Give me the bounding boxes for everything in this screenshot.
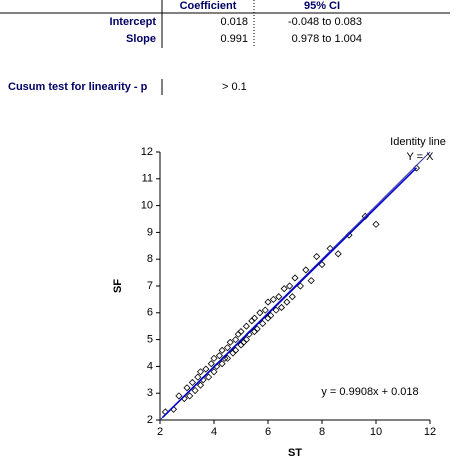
point <box>286 282 294 290</box>
y-tick-label: 12 <box>141 146 153 158</box>
header-cell: Coefficient <box>180 0 237 12</box>
point <box>223 354 232 362</box>
point <box>313 252 321 261</box>
point <box>272 306 280 314</box>
point <box>205 373 213 381</box>
point <box>218 346 226 354</box>
point <box>183 384 191 392</box>
point <box>196 381 205 389</box>
header-cell: 95% CI <box>304 0 340 12</box>
point <box>291 274 299 282</box>
point <box>242 336 250 344</box>
point <box>259 319 267 328</box>
y-tick-label: 4 <box>147 360 153 372</box>
point <box>261 306 269 314</box>
point <box>248 317 256 325</box>
y-tick-label: 5 <box>147 334 153 346</box>
point <box>372 220 380 228</box>
point <box>280 285 288 293</box>
point <box>302 266 310 274</box>
point <box>210 368 218 376</box>
point <box>288 293 296 301</box>
y-tick-label: 8 <box>147 253 153 265</box>
point <box>283 298 291 306</box>
x-tick-label: 10 <box>370 426 382 438</box>
x-axis-label: ST <box>288 447 302 459</box>
plot: 2 4 6 8 10 12 2 3 4 5 6 7 8 9 10 11 12 ST SF Identity line Y… <box>112 136 446 459</box>
point <box>175 392 183 400</box>
point <box>264 314 272 322</box>
cell: 0.018 <box>220 16 248 28</box>
point <box>232 346 240 354</box>
point <box>275 293 283 301</box>
point <box>226 338 234 346</box>
point <box>250 314 259 322</box>
x-tick-label: 12 <box>424 426 436 438</box>
point <box>194 373 202 381</box>
y-tick-label: 6 <box>147 307 153 319</box>
annotation: Identity line <box>390 136 446 148</box>
point <box>232 336 240 344</box>
point <box>267 311 275 320</box>
x-tick-label: 6 <box>265 426 271 438</box>
point <box>242 322 250 330</box>
point <box>202 365 210 373</box>
y-tick-label: 3 <box>147 387 153 399</box>
cusum-label: Cusum test for linearity - p <box>8 81 148 93</box>
point <box>188 378 196 387</box>
point <box>240 338 248 346</box>
point <box>334 250 342 258</box>
point <box>256 309 264 317</box>
point <box>223 344 232 352</box>
x-tick-label: 2 <box>157 426 163 438</box>
point <box>207 360 215 368</box>
point <box>196 368 205 376</box>
point <box>229 349 237 357</box>
y-axis-label: SF <box>112 279 124 293</box>
point <box>218 360 226 368</box>
y-tick-label: 10 <box>141 200 153 212</box>
x-tick-label: 4 <box>211 426 217 438</box>
point <box>210 354 218 362</box>
row-label: Intercept <box>110 16 157 28</box>
annotation: y = 0.9908x + 0.018 <box>321 386 418 398</box>
point <box>307 277 315 285</box>
point <box>250 327 259 336</box>
x-tick-label: 8 <box>319 426 325 438</box>
y-tick-label: 11 <box>142 173 153 185</box>
cell: -0.048 to 0.083 <box>288 16 362 28</box>
point <box>269 295 277 303</box>
point <box>191 386 199 395</box>
point <box>215 352 223 360</box>
y-tick-label: 7 <box>147 280 153 292</box>
y-tick-label: 2 <box>147 414 153 426</box>
point <box>237 327 245 336</box>
y-tick-label: 9 <box>147 226 153 238</box>
fit-line <box>162 167 418 418</box>
cusum-value: > 0.1 <box>222 81 247 93</box>
cell: 0.978 to 1.004 <box>292 33 362 45</box>
row-label: Slope <box>126 33 156 45</box>
point <box>186 392 194 400</box>
point <box>237 341 245 349</box>
annotation: Y = X <box>406 151 434 163</box>
point <box>234 330 242 338</box>
point <box>277 303 286 312</box>
point <box>264 298 272 306</box>
point <box>253 325 261 333</box>
cell: 0.991 <box>220 33 248 45</box>
